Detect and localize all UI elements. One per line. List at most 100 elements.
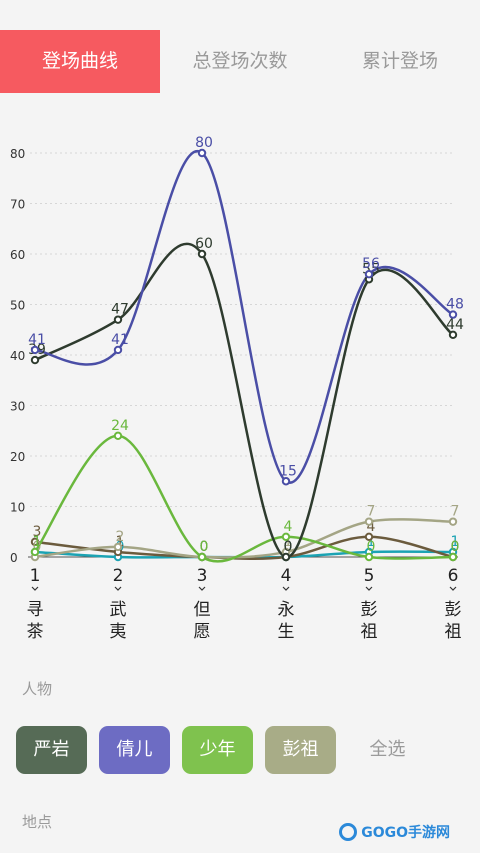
tab-appearance-curve[interactable]: 登场曲线: [0, 30, 160, 93]
data-label: 0: [33, 539, 42, 555]
data-label: 1: [284, 534, 293, 550]
data-label: 44: [446, 317, 464, 333]
x-tick-label: 5: [364, 566, 375, 586]
data-label: 4: [367, 519, 376, 535]
data-point: [364, 270, 374, 279]
data-point: [448, 552, 458, 562]
data-point: [448, 330, 458, 340]
data-label: 24: [111, 418, 129, 434]
chevron-down-icon: [114, 586, 122, 591]
x-tick-label: 2: [113, 566, 124, 586]
data-point: [113, 345, 123, 355]
x-tick-label: 4: [281, 566, 292, 586]
data-label: 80: [195, 135, 213, 151]
x-tick-label: 3: [197, 566, 208, 586]
data-point: [448, 517, 458, 526]
series-line: [34, 149, 454, 484]
data-label: 1: [451, 534, 460, 550]
category-label: 武: [110, 600, 127, 620]
data-label: 7: [451, 504, 460, 520]
data-point: [113, 431, 123, 440]
data-label: 1: [367, 534, 376, 550]
series-line: [34, 242, 454, 559]
data-label: 0: [284, 539, 293, 555]
series-line: [34, 535, 454, 560]
category-label: 祖: [445, 622, 462, 642]
y-tick-label: 50: [10, 299, 25, 313]
select-all-button[interactable]: 全选: [369, 739, 406, 760]
filter-button-shaonian[interactable]: 少年: [182, 726, 253, 774]
data-label: 1: [116, 534, 125, 550]
x-tick-label: 1: [30, 566, 41, 586]
y-tick-label: 30: [10, 400, 25, 414]
y-tick-label: 80: [10, 147, 25, 161]
data-label: 3: [33, 524, 42, 540]
chevron-down-icon: [282, 586, 290, 591]
data-label: 0: [284, 539, 293, 555]
appearance-line-chart: 010203040506070801寻茶2武夷3但愿4永生5彭祖6彭祖10001…: [10, 135, 464, 642]
tab-total-appearances[interactable]: 总登场次数: [192, 50, 288, 72]
data-label: 48: [446, 297, 464, 313]
category-label: 但: [194, 600, 211, 620]
data-label: 0: [451, 539, 460, 555]
place-section-label: 地点: [22, 813, 53, 831]
data-label: 0: [200, 539, 209, 555]
tab-cumulative-appearances[interactable]: 累计登场: [361, 50, 438, 72]
data-label: 0: [200, 539, 209, 555]
data-label: 2: [116, 529, 125, 545]
data-point: [364, 552, 374, 562]
gogo-logo-icon: [339, 823, 358, 841]
data-label: 0: [451, 539, 460, 555]
data-point: [364, 532, 374, 541]
data-label: 4: [284, 519, 293, 535]
y-tick-label: 0: [10, 551, 18, 565]
y-tick-label: 60: [10, 248, 25, 262]
data-label: 15: [279, 463, 297, 479]
filter-button-pengzu[interactable]: 彭祖: [265, 726, 336, 774]
data-point: [30, 345, 40, 355]
x-tick-label: 6: [448, 566, 459, 586]
category-label: 茶: [27, 622, 44, 642]
data-label: 41: [28, 332, 46, 348]
tab-bar: 登场曲线 总登场次数 累计登场: [0, 30, 480, 93]
category-label: 祖: [361, 622, 378, 642]
chevron-down-icon: [449, 586, 457, 591]
data-label: 1: [33, 534, 42, 550]
data-label: 0: [284, 539, 293, 555]
filter-button-qianer[interactable]: 倩儿: [99, 726, 170, 774]
category-label: 愿: [194, 622, 211, 642]
y-tick-label: 20: [10, 450, 25, 464]
people-section-label: 人物: [22, 680, 53, 698]
data-label: 0: [367, 539, 376, 555]
series-line: [33, 434, 454, 563]
data-label: 60: [195, 236, 213, 252]
category-label: 夷: [110, 622, 127, 642]
category-label: 彭: [445, 600, 462, 620]
data-point: [30, 537, 40, 547]
data-label: 0: [200, 539, 209, 555]
y-tick-label: 10: [10, 501, 25, 515]
data-point: [197, 249, 207, 259]
data-label: 7: [367, 504, 376, 520]
data-point: [281, 477, 291, 486]
data-label: 47: [111, 302, 129, 318]
category-label: 寻: [27, 600, 44, 620]
data-point: [281, 532, 291, 541]
data-label: 0: [200, 539, 209, 555]
chevron-down-icon: [31, 586, 39, 591]
data-point: [197, 552, 207, 562]
filter-button-yanyan[interactable]: 严岩: [16, 726, 87, 774]
category-label: 彭: [361, 600, 378, 620]
y-tick-label: 40: [10, 349, 25, 363]
data-point: [30, 547, 40, 557]
category-label: 生: [278, 622, 295, 642]
data-point: [113, 315, 123, 324]
category-label: 永: [278, 600, 295, 620]
data-label: 41: [111, 332, 129, 348]
data-point: [281, 552, 291, 562]
watermark-logo: GOGO手游网: [339, 821, 450, 843]
chevron-down-icon: [365, 586, 373, 591]
data-label: 56: [362, 256, 380, 272]
data-point: [448, 310, 458, 319]
data-point: [30, 355, 40, 365]
